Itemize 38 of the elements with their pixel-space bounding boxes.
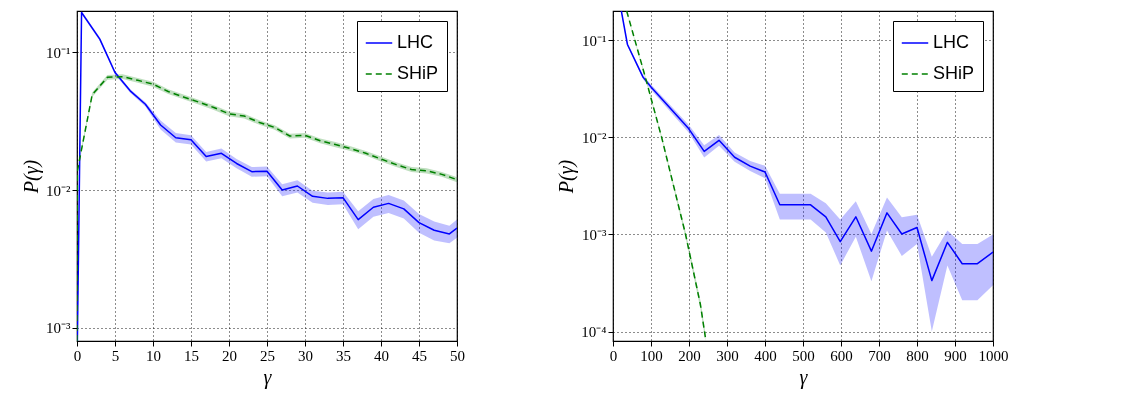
x-axis-title: γ — [263, 365, 273, 389]
line-series — [620, 11, 993, 282]
x-tick-label: 100 — [640, 347, 663, 364]
legend-label: LHC — [397, 32, 434, 52]
legend-label: SHiP — [933, 63, 975, 83]
x-tick-label: 900 — [944, 347, 967, 364]
x-tick-label: 700 — [868, 347, 891, 364]
y-tick-label: 10⁻³ — [582, 226, 607, 243]
legend-label: LHC — [933, 32, 970, 52]
x-tick-label: 10 — [146, 347, 161, 364]
legend-label: SHiP — [397, 63, 439, 83]
y-tick-label: 10⁻² — [46, 182, 71, 199]
y-tick-label: 10⁻² — [582, 129, 607, 146]
x-axis-title: γ — [799, 365, 809, 389]
x-tick-label: 800 — [906, 347, 929, 364]
y-tick-label: 10⁻¹ — [582, 32, 607, 49]
y-tick-label: 10⁻⁴ — [581, 324, 607, 341]
x-tick-label: 200 — [678, 347, 701, 364]
x-tick-label: 5 — [111, 347, 120, 364]
x-tick-label: 35 — [336, 347, 351, 364]
x-tick-label: 30 — [298, 347, 313, 364]
x-tick-label: 25 — [260, 347, 275, 364]
x-tick-label: 0 — [73, 347, 82, 364]
x-tick-label: 15 — [184, 347, 199, 364]
y-tick-label: 10⁻¹ — [46, 44, 71, 61]
y-axis-title: P(γ) — [555, 159, 579, 195]
x-tick-label: 300 — [716, 347, 739, 364]
x-tick-label: 1000 — [978, 347, 1009, 364]
x-tick-label: 400 — [754, 347, 777, 364]
x-tick-label: 500 — [792, 347, 815, 364]
x-tick-label: 45 — [412, 347, 427, 364]
y-axis-title: P(γ) — [20, 159, 43, 195]
x-tick-label: 40 — [374, 347, 389, 364]
x-tick-label: 20 — [222, 347, 237, 364]
x-tick-label: 0 — [609, 347, 618, 364]
x-tick-label: 600 — [830, 347, 853, 364]
x-tick-label: 50 — [450, 347, 465, 364]
y-tick-label: 10⁻³ — [46, 320, 71, 337]
